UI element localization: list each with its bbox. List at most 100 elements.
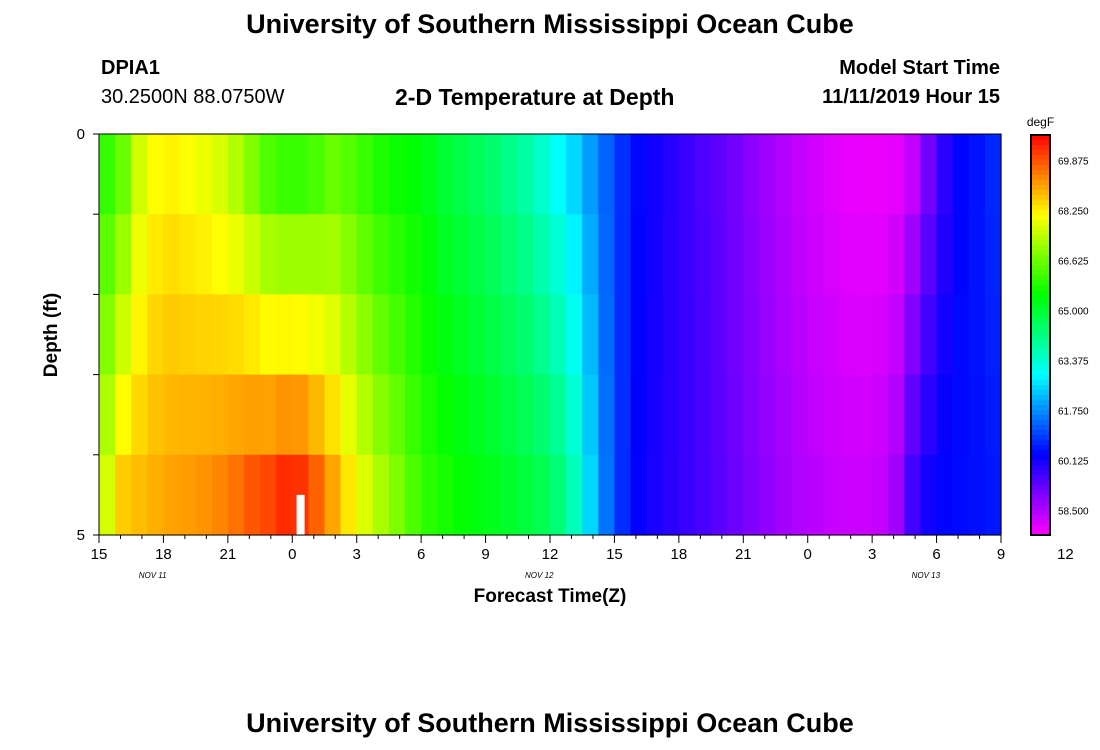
heatmap-cell <box>501 374 519 456</box>
heatmap-cell <box>582 454 599 536</box>
x-tick-label: 6 <box>932 546 940 563</box>
heatmap-cell <box>727 214 744 295</box>
heatmap-cell <box>823 294 841 376</box>
heatmap-cell <box>324 214 342 295</box>
heatmap-cell <box>566 374 583 456</box>
heatmap-cell <box>292 214 309 295</box>
heatmap-cell <box>952 214 970 295</box>
colorbar-segment <box>1031 420 1050 426</box>
heatmap-cell <box>694 134 712 215</box>
colorbar-segment <box>1031 330 1050 336</box>
heatmap-cell <box>694 454 712 536</box>
heatmap-cell <box>437 294 454 376</box>
heatmap-cell <box>888 214 905 295</box>
heatmap-cell <box>807 294 825 376</box>
heatmap-cell <box>984 134 1002 215</box>
heatmap-cell <box>775 214 793 295</box>
heatmap-cell <box>517 214 535 295</box>
heatmap-cell <box>711 454 728 536</box>
heatmap-cell <box>646 294 664 376</box>
colorbar-segment <box>1031 265 1050 271</box>
heatmap-cell <box>807 454 825 536</box>
heatmap-cell <box>807 214 825 295</box>
heatmap-cell <box>646 214 664 295</box>
heatmap-cell <box>388 294 406 376</box>
colorbar-segment <box>1031 135 1050 141</box>
heatmap-cell <box>163 294 181 376</box>
colorbar-tick-label: 68.250 <box>1058 206 1089 217</box>
heatmap-cell <box>856 374 873 456</box>
heatmap-cell <box>356 134 374 215</box>
colorbar-segment <box>1031 430 1050 436</box>
x-tick-label: 3 <box>353 546 361 563</box>
colorbar-segment <box>1031 480 1050 486</box>
heatmap-cell <box>791 374 809 456</box>
colorbar-segment <box>1031 145 1050 151</box>
heatmap-cell <box>872 454 889 536</box>
heatmap-cell <box>598 294 616 376</box>
heatmap-cell <box>517 374 535 456</box>
heatmap-cell <box>614 214 632 295</box>
heatmap-cell <box>630 294 648 376</box>
heatmap-cell <box>807 374 825 456</box>
footer-title: University of Southern Mississippi Ocean… <box>246 708 854 738</box>
colorbar-segment <box>1031 395 1050 401</box>
heatmap-cell <box>598 134 616 215</box>
heatmap-cell <box>856 134 873 215</box>
heatmap-cell <box>984 454 1002 536</box>
heatmap-cell <box>163 134 181 215</box>
colorbar-segment <box>1031 185 1050 191</box>
colorbar-segment <box>1031 140 1050 146</box>
heatmap-cell <box>147 134 165 215</box>
heatmap-cell <box>131 214 148 295</box>
heatmap-cell <box>372 214 390 295</box>
heatmap-cell <box>405 294 422 376</box>
heatmap-cell <box>598 454 616 536</box>
heatmap-cell <box>952 454 970 536</box>
heatmap-cell <box>324 134 342 215</box>
colorbar-tick-label: 63.375 <box>1058 356 1089 367</box>
heatmap-cell <box>276 214 293 295</box>
heatmap-cell <box>727 374 744 456</box>
heatmap-cell <box>260 134 277 215</box>
heatmap-cell <box>823 374 841 456</box>
colorbar-segment <box>1031 290 1050 296</box>
heatmap-cell <box>115 374 132 456</box>
heatmap-cell <box>179 374 197 456</box>
heatmap-cell <box>147 214 165 295</box>
heatmap-cell <box>421 294 438 376</box>
heatmap-cell <box>694 214 712 295</box>
heatmap-cell <box>243 374 261 456</box>
colorbar-segment <box>1031 175 1050 181</box>
heatmap-cell <box>469 454 487 536</box>
heatmap-cell <box>743 134 760 215</box>
heatmap-cell <box>179 454 197 536</box>
heatmap-cell <box>952 134 970 215</box>
heatmap-cell <box>968 134 986 215</box>
colorbar-segment <box>1031 425 1050 431</box>
colorbar-segment <box>1031 280 1050 286</box>
colorbar-segment <box>1031 170 1050 176</box>
colorbar-segment <box>1031 475 1050 481</box>
heatmap-cell <box>469 374 487 456</box>
colorbar-segment <box>1031 225 1050 231</box>
heatmap-cell <box>260 294 277 376</box>
heatmap-cell <box>662 374 680 456</box>
colorbar-segment <box>1031 345 1050 351</box>
heatmap-cell <box>694 374 712 456</box>
heatmap-cell <box>533 214 551 295</box>
colorbar-segment <box>1031 310 1050 316</box>
heatmap-cell <box>856 454 873 536</box>
heatmap-cell <box>372 134 390 215</box>
heatmap-cell <box>533 134 551 215</box>
heatmap-cell <box>115 214 132 295</box>
heatmap-cell <box>469 134 487 215</box>
heatmap-cell <box>405 374 422 456</box>
heatmap-cell <box>227 374 245 456</box>
heatmap-cell <box>437 374 454 456</box>
colorbar-segment <box>1031 375 1050 381</box>
colorbar-segment <box>1031 250 1050 256</box>
heatmap-cell <box>614 134 632 215</box>
heatmap-cell <box>904 374 922 456</box>
date-label: NOV 11 <box>139 571 167 580</box>
